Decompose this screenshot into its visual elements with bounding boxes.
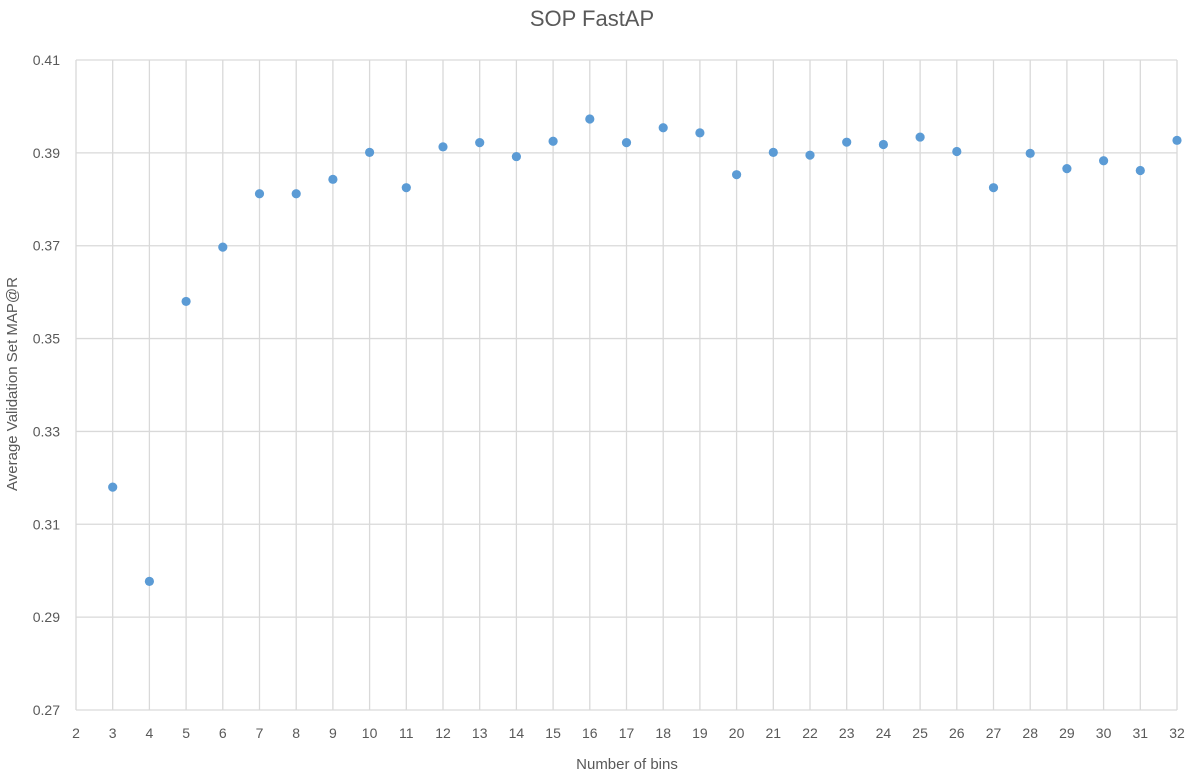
y-tick-label: 0.41 — [33, 52, 60, 68]
data-point — [768, 147, 778, 157]
y-tick-label: 0.35 — [33, 331, 60, 347]
x-tick-label: 3 — [109, 725, 117, 741]
y-tick-label: 0.33 — [33, 423, 60, 439]
x-tick-label: 2 — [72, 725, 80, 741]
data-point — [732, 170, 742, 180]
data-point — [291, 189, 301, 199]
x-tick-label: 18 — [655, 725, 671, 741]
x-tick-label: 21 — [766, 725, 782, 741]
x-tick-label: 32 — [1169, 725, 1185, 741]
x-tick-label: 25 — [912, 725, 928, 741]
data-point — [1025, 148, 1035, 158]
x-tick-label: 19 — [692, 725, 708, 741]
x-tick-label: 27 — [986, 725, 1002, 741]
y-axis-title: Average Validation Set MAP@R — [4, 277, 21, 491]
x-tick-label: 12 — [435, 725, 451, 741]
data-points — [108, 114, 1182, 586]
data-point — [181, 296, 191, 307]
data-point — [695, 128, 705, 138]
x-tick-label: 5 — [182, 725, 190, 741]
data-point — [805, 150, 815, 160]
data-point — [621, 138, 632, 148]
x-tick-label: 14 — [509, 725, 525, 741]
x-tick-label: 9 — [329, 725, 337, 741]
x-tick-label: 22 — [802, 725, 818, 741]
data-point — [108, 482, 118, 492]
data-point — [1172, 135, 1182, 145]
x-tick-label: 28 — [1022, 725, 1038, 741]
x-tick-label: 30 — [1096, 725, 1112, 741]
x-tick-label: 29 — [1059, 725, 1075, 741]
data-point — [1099, 156, 1109, 166]
y-tick-label: 0.37 — [33, 238, 60, 254]
data-point — [365, 147, 375, 157]
x-tick-label: 16 — [582, 725, 598, 741]
data-point — [438, 142, 448, 152]
x-tick-label: 26 — [949, 725, 965, 741]
x-tick-label: 31 — [1133, 725, 1149, 741]
data-point — [475, 138, 485, 148]
data-point — [915, 132, 925, 142]
x-tick-label: 8 — [292, 725, 300, 741]
y-tick-label: 0.29 — [33, 609, 60, 625]
data-point — [952, 146, 962, 157]
data-point — [988, 183, 999, 193]
data-point — [548, 136, 558, 146]
x-axis-title: Number of bins — [576, 756, 678, 773]
chart-title: SOP FastAP — [530, 6, 654, 31]
y-axis-tick-labels: 0.41 0.39 0.37 0.35 0.33 0.31 0.29 0.27 — [33, 52, 60, 718]
gridlines — [75, 59, 1178, 711]
x-tick-label: 23 — [839, 725, 855, 741]
x-tick-label: 4 — [146, 725, 154, 741]
data-point — [1135, 165, 1145, 176]
data-point — [658, 123, 668, 133]
data-point — [144, 576, 154, 586]
x-tick-label: 17 — [619, 725, 635, 741]
x-axis-tick-labels: 2 3 4 5 6 7 8 9 10 11 12 13 14 15 16 17 18 19 20 21 22 23 24 25… — [72, 725, 1185, 741]
y-tick-label: 0.27 — [33, 702, 60, 718]
data-point — [254, 189, 265, 199]
data-point — [328, 174, 338, 184]
x-tick-label: 7 — [256, 725, 264, 741]
data-point — [585, 114, 595, 124]
data-point — [878, 139, 889, 150]
data-point — [1062, 164, 1072, 174]
data-point — [511, 151, 521, 162]
y-tick-label: 0.39 — [33, 145, 60, 161]
data-point — [401, 183, 411, 193]
x-tick-label: 24 — [876, 725, 892, 741]
data-point — [842, 137, 852, 147]
x-tick-label: 6 — [219, 725, 227, 741]
y-tick-label: 0.31 — [33, 516, 60, 532]
x-tick-label: 10 — [362, 725, 378, 741]
data-point — [218, 242, 228, 252]
x-tick-label: 13 — [472, 725, 488, 741]
x-tick-label: 15 — [545, 725, 561, 741]
x-tick-label: 11 — [399, 725, 414, 741]
x-tick-label: 20 — [729, 725, 745, 741]
